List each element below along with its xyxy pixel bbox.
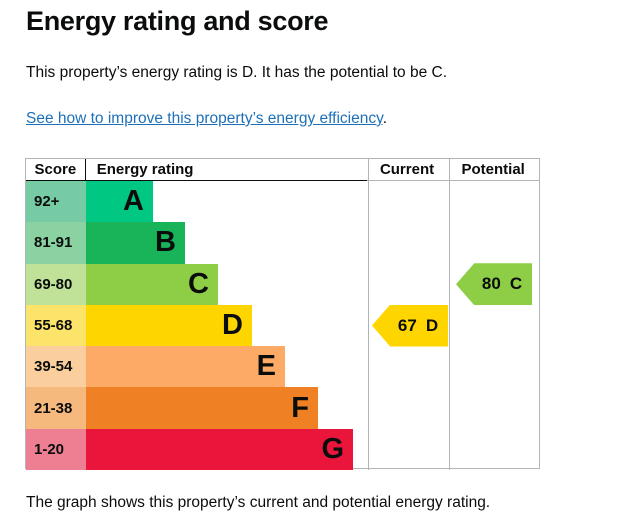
epc-band-row: 1-20 G <box>26 428 539 470</box>
band-letter: F <box>291 391 309 424</box>
band-bar: G <box>86 428 353 470</box>
band-score-cell: 21-38 <box>26 387 86 429</box>
epc-band-row: 55-68 D <box>26 304 539 347</box>
band-score-cell: 55-68 <box>26 304 86 347</box>
current-rating-value: 67 <box>397 315 417 335</box>
band-score-cell: 69-80 <box>26 263 86 305</box>
chart-caption: The graph shows this property’s current … <box>26 494 491 511</box>
energy-rating-summary: This property’s energy rating is D. It h… <box>26 64 448 81</box>
epc-band-row: 69-80 C <box>26 263 539 305</box>
epc-rows: 67 D 80 C 92+ A 81-91 B 69-80 C 55-68 D 39… <box>26 159 539 470</box>
band-score-cell: 1-20 <box>26 428 86 470</box>
current-rating-label: 67 D <box>398 316 438 336</box>
epc-band-row: 21-38 F <box>26 387 539 429</box>
band-bar: A <box>86 181 153 223</box>
current-rating-arrow: 67 D <box>372 304 448 347</box>
epc-band-row: 39-54 E <box>26 346 539 388</box>
band-letter: G <box>321 432 344 465</box>
improve-efficiency-link[interactable]: See how to improve this property’s energ… <box>26 110 383 127</box>
epc-band-row: 92+ A <box>26 181 539 223</box>
epc-chart-header: Score Energy rating Current Potential <box>26 159 539 181</box>
epc-band-row: 81-91 B <box>26 222 539 264</box>
band-bar: D <box>86 304 252 347</box>
page-title: Energy rating and score <box>26 6 329 36</box>
improve-link-line: See how to improve this property’s energ… <box>26 110 387 128</box>
potential-rating-label: 80 C <box>482 274 522 294</box>
band-bar: B <box>86 222 185 264</box>
potential-column-divider <box>449 159 450 470</box>
current-column-divider <box>368 159 369 470</box>
band-letter: E <box>256 350 276 383</box>
current-rating-band: D <box>425 315 439 335</box>
header-potential: Potential <box>447 159 539 181</box>
header-energy-rating: Energy rating <box>85 159 367 181</box>
band-score-cell: 39-54 <box>26 346 86 388</box>
band-letter: C <box>188 267 209 300</box>
band-letter: A <box>123 185 144 218</box>
band-bar: E <box>86 346 285 388</box>
band-bar: F <box>86 387 318 429</box>
band-bar: C <box>86 263 218 305</box>
band-score-cell: 92+ <box>26 181 86 223</box>
header-current: Current <box>366 159 448 181</box>
potential-rating-value: 80 <box>481 274 501 294</box>
band-letter: B <box>155 226 176 259</box>
potential-rating-band: C <box>509 274 523 294</box>
band-letter: D <box>222 308 243 341</box>
potential-rating-arrow: 80 C <box>456 263 532 306</box>
header-score: Score <box>26 159 86 181</box>
band-score-cell: 81-91 <box>26 222 86 264</box>
improve-link-period: . <box>382 110 387 127</box>
epc-rating-chart: Score Energy rating Current Potential 67… <box>25 158 540 470</box>
